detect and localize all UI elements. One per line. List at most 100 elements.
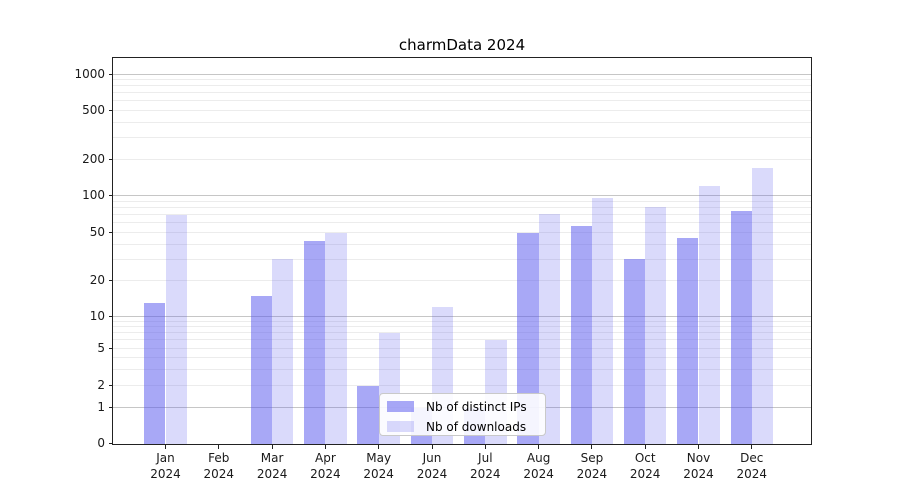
x-axis-tick-label: May 2024: [349, 451, 409, 482]
minor-gridline: [113, 92, 811, 94]
x-axis-tick-mark: [324, 444, 326, 449]
minor-gridline: [113, 79, 811, 81]
y-axis-tick-label: 100: [82, 188, 105, 202]
major-gridline: [113, 195, 811, 196]
bar-downloads: [698, 186, 720, 444]
y-axis-tick-mark: [109, 385, 113, 387]
minor-gridline: [113, 100, 811, 102]
y-axis-tick-label: 500: [82, 103, 105, 117]
minor-gridline: [113, 332, 811, 334]
bar-downloads: [325, 232, 347, 444]
x-axis-tick-mark: [431, 444, 433, 449]
y-axis-tick-label: 1: [97, 400, 105, 415]
x-axis-tick-label: Jul 2024: [455, 451, 515, 482]
x-axis-tick-label: Apr 2024: [295, 451, 355, 482]
y-axis-tick-mark: [109, 73, 113, 75]
y-axis-tick-mark: [109, 443, 113, 444]
minor-gridline: [113, 200, 811, 202]
bar-downloads: [272, 259, 294, 444]
x-axis-tick-mark: [538, 444, 540, 449]
legend-item-distinct-ips: Nb of distinct IPs: [387, 398, 545, 415]
bar-downloads: [591, 198, 614, 444]
bar-distinct-ips: [357, 385, 379, 444]
x-axis-tick-label: Mar 2024: [242, 451, 302, 482]
x-axis-year-label: 2024: [683, 466, 714, 481]
x-axis-year-label: 2024: [576, 466, 608, 481]
bar-downloads: [751, 167, 774, 444]
bar-downloads: [165, 214, 187, 444]
x-axis-year-label: 2024: [150, 466, 181, 481]
minor-gridline: [113, 356, 811, 358]
x-axis-year-label: 2024: [629, 466, 661, 481]
plot-border-right: [811, 57, 812, 445]
x-axis-year-label: 2024: [256, 466, 288, 481]
x-axis-tick-label: Sep 2024: [562, 451, 622, 482]
y-axis-tick-mark: [109, 347, 113, 349]
minor-gridline: [113, 339, 811, 341]
y-axis-tick-mark: [109, 110, 113, 111]
minor-gridline: [113, 222, 811, 224]
x-axis-tick-label: Feb 2024: [189, 451, 249, 482]
y-axis-tick-mark: [109, 280, 113, 282]
x-axis-tick-label: Oct 2024: [615, 451, 675, 482]
x-axis-tick-label: Nov 2024: [669, 451, 729, 482]
x-axis-tick-mark: [484, 444, 486, 449]
y-axis-tick-label: 1000: [74, 66, 105, 81]
minor-gridline: [113, 206, 811, 208]
legend: Nb of distinct IPs Nb of downloads: [379, 393, 546, 436]
x-axis-year-label: 2024: [736, 466, 768, 481]
y-axis-tick-mark: [109, 232, 113, 234]
minor-gridline: [113, 243, 811, 245]
x-axis-tick-label: Dec 2024: [722, 451, 782, 482]
minor-gridline: [113, 85, 811, 87]
x-axis-tick-mark: [591, 444, 593, 449]
x-axis-tick-mark: [378, 444, 380, 449]
x-axis-tick-mark: [698, 444, 699, 449]
x-axis-year-label: 2024: [416, 466, 448, 481]
x-axis-tick-mark: [644, 444, 646, 449]
minor-gridline: [113, 214, 811, 216]
bar-distinct-ips: [570, 225, 592, 444]
minor-gridline: [113, 347, 811, 349]
bar-downloads: [538, 213, 560, 444]
y-axis-tick-mark: [109, 159, 113, 160]
y-axis-tick-label: 20: [89, 273, 105, 288]
bar-distinct-ips: [623, 259, 646, 444]
minor-gridline: [113, 121, 811, 123]
bar-distinct-ips: [144, 302, 166, 444]
chart-title: charmData 2024: [398, 36, 526, 54]
legend-label: Nb of distinct IPs: [426, 399, 527, 414]
y-axis-tick-label: 2: [97, 378, 105, 393]
x-axis-year-label: 2024: [470, 466, 501, 481]
y-axis-tick-label: 0: [97, 436, 105, 450]
bar-distinct-ips: [517, 232, 539, 444]
bar-distinct-ips: [730, 210, 752, 444]
bar-distinct-ips: [250, 295, 273, 444]
major-gridline: [113, 316, 811, 317]
minor-gridline: [113, 258, 811, 260]
x-axis-tick-mark: [271, 444, 273, 449]
plot-border-left: [112, 57, 113, 445]
y-axis-tick-label: 50: [89, 225, 105, 240]
x-axis-tick-label: Jan 2024: [136, 451, 196, 482]
x-axis-year-label: 2024: [523, 466, 554, 481]
y-axis-tick-label: 10: [89, 309, 105, 323]
minor-gridline: [113, 137, 811, 139]
plot-border-top: [112, 57, 812, 58]
y-axis-tick-mark: [109, 407, 113, 409]
x-axis-tick-mark: [751, 444, 753, 449]
minor-gridline: [113, 326, 811, 328]
x-axis-tick-mark: [218, 444, 220, 449]
minor-gridline: [113, 368, 811, 370]
y-axis-tick-mark: [109, 195, 113, 196]
plot-border-bottom: [112, 444, 812, 445]
x-axis-year-label: 2024: [363, 466, 394, 481]
y-axis-tick-mark: [109, 316, 113, 317]
y-axis-tick-label: 5: [97, 340, 105, 355]
bar-downloads: [645, 207, 667, 444]
legend-swatch-distinct-ips: [387, 401, 414, 412]
legend-item-downloads: Nb of downloads: [387, 418, 545, 435]
minor-gridline: [113, 232, 811, 234]
x-axis-year-label: 2024: [203, 466, 235, 481]
